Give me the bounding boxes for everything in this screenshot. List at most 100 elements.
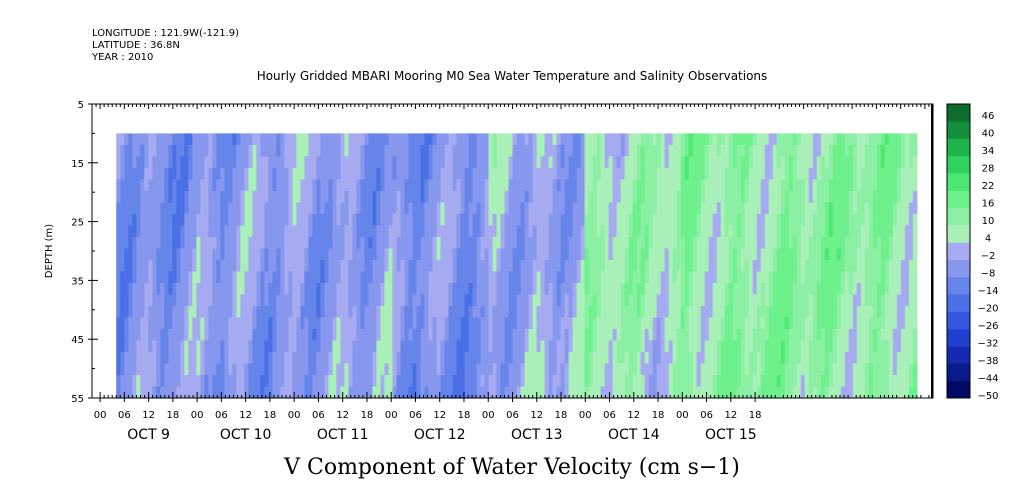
heatmap-cell: [560, 340, 566, 353]
heatmap-cell: [804, 317, 810, 330]
heatmap-cell: [668, 144, 674, 157]
heatmap-cell: [796, 190, 802, 204]
heatmap-cell: [116, 317, 121, 330]
heatmap-cell: [380, 144, 386, 157]
heatmap-cell: [652, 386, 658, 399]
heatmap-cell: [356, 248, 362, 261]
heatmap-cell: [520, 271, 526, 284]
heatmap-cell: [632, 305, 638, 319]
heatmap-cell: [840, 190, 846, 204]
heatmap-cell: [536, 190, 542, 204]
heatmap-cell: [584, 167, 590, 181]
heatmap-cell: [372, 363, 378, 376]
heatmap-cell: [376, 236, 382, 250]
heatmap-cell: [320, 305, 325, 319]
heatmap-cell: [240, 225, 245, 238]
heatmap-cell: [228, 282, 233, 296]
heatmap-cell: [696, 190, 702, 204]
heatmap-cell: [212, 167, 217, 181]
heatmap-cell: [148, 202, 153, 215]
heatmap-cell: [732, 317, 738, 330]
heatmap-cell: [340, 179, 346, 192]
heatmap-cell: [456, 386, 462, 399]
heatmap-cell: [492, 133, 498, 146]
heatmap-cell: [668, 156, 674, 169]
heatmap-cell: [668, 167, 674, 181]
heatmap-cell: [564, 167, 570, 181]
heatmap-cell: [828, 363, 834, 376]
heatmap-cell: [340, 248, 346, 261]
heatmap-cell: [504, 225, 510, 238]
heatmap-cell: [792, 271, 798, 284]
heatmap-cell: [328, 374, 334, 388]
heatmap-cell: [720, 133, 726, 146]
heatmap-cell: [624, 202, 630, 215]
heatmap-cell: [216, 190, 221, 204]
heatmap-cell: [304, 179, 309, 192]
heatmap-cell: [320, 133, 325, 146]
heatmap-cell: [572, 271, 578, 284]
heatmap-cell: [412, 179, 418, 192]
heatmap-cell: [160, 259, 165, 273]
heatmap-cell: [752, 190, 758, 204]
heatmap-cell: [152, 386, 157, 399]
heatmap-cell: [632, 167, 638, 181]
heatmap-cell: [224, 340, 229, 353]
heatmap-cell: [508, 236, 514, 250]
heatmap-cell: [620, 328, 626, 342]
heatmap-cell: [756, 374, 762, 388]
heatmap-cell: [268, 282, 273, 296]
heatmap-cell: [740, 282, 746, 296]
heatmap-cell: [264, 190, 269, 204]
heatmap-cell: [244, 190, 249, 204]
heatmap-cell: [896, 156, 902, 169]
heatmap-cell: [432, 363, 438, 376]
heatmap-cell: [116, 202, 121, 215]
heatmap-cell: [896, 259, 902, 273]
heatmap-cell: [496, 144, 502, 157]
heatmap-cell: [864, 179, 870, 192]
heatmap-cell: [828, 374, 834, 388]
heatmap-cell: [876, 317, 882, 330]
heatmap-cell: [492, 202, 498, 215]
heatmap-cell: [300, 317, 305, 330]
heatmap-cell: [420, 386, 426, 399]
heatmap-cell: [216, 305, 221, 319]
heatmap-cell: [744, 202, 750, 215]
heatmap-cell: [688, 374, 694, 388]
heatmap-cell: [572, 167, 578, 181]
heatmap-cell: [840, 156, 846, 169]
heatmap-cell: [508, 167, 514, 181]
heatmap-cell: [392, 374, 398, 388]
heatmap-cell: [416, 236, 422, 250]
heatmap-cell: [784, 213, 790, 227]
heatmap-cell: [804, 363, 810, 376]
heatmap-cell: [752, 294, 758, 307]
heatmap-cell: [792, 363, 798, 376]
heatmap-cell: [612, 225, 618, 238]
heatmap-cell: [296, 271, 301, 284]
heatmap-cell: [484, 190, 490, 204]
heatmap-cell: [836, 156, 842, 169]
heatmap-cell: [468, 340, 474, 353]
heatmap-cell: [180, 294, 185, 307]
heatmap-cell: [564, 305, 570, 319]
heatmap-cell: [220, 363, 225, 376]
heatmap-cell: [800, 144, 806, 157]
heatmap-cell: [596, 167, 602, 181]
heatmap-cell: [340, 374, 346, 388]
heatmap-cell: [604, 236, 610, 250]
heatmap-cell: [272, 340, 277, 353]
heatmap-cell: [652, 271, 658, 284]
heatmap-cell: [180, 202, 185, 215]
heatmap-cell: [648, 190, 654, 204]
heatmap-cell: [212, 190, 217, 204]
heatmap-cell: [572, 317, 578, 330]
heatmap-cell: [588, 167, 594, 181]
heatmap-cell: [304, 386, 309, 399]
heatmap-cell: [692, 374, 698, 388]
heatmap-cell: [484, 144, 490, 157]
heatmap-cell: [444, 167, 450, 181]
heatmap-cell: [736, 202, 742, 215]
heatmap-cell: [140, 202, 145, 215]
